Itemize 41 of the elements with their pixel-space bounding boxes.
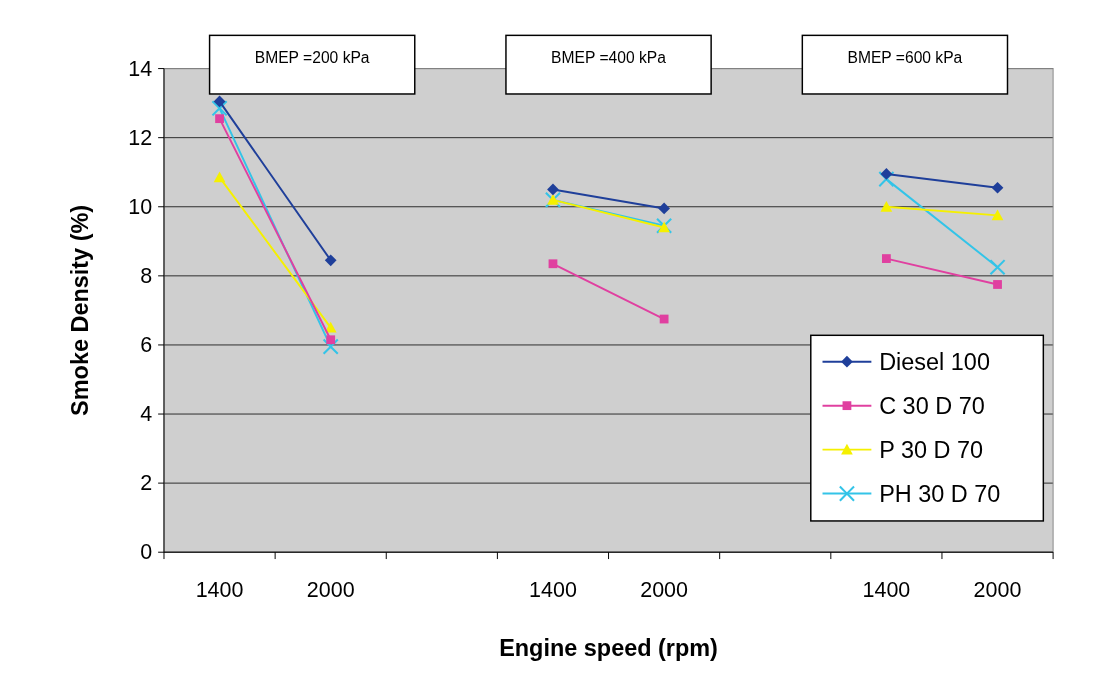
y-tick-label: 8 xyxy=(140,263,153,288)
point xyxy=(993,280,1002,289)
x-tick-label: 1400 xyxy=(529,578,577,603)
point xyxy=(880,168,893,180)
legend-label: C 30 D 70 xyxy=(879,392,985,419)
legend-label: PH 30 D 70 xyxy=(879,480,1001,507)
x-tick-label: 1400 xyxy=(862,578,911,603)
point xyxy=(658,202,670,215)
y-tick-label: 4 xyxy=(140,402,153,427)
y-tick-label: 12 xyxy=(128,125,153,150)
point xyxy=(989,259,1006,276)
point xyxy=(213,171,226,183)
point xyxy=(991,181,1004,194)
y-tick-label: 6 xyxy=(140,332,153,357)
point xyxy=(547,183,559,196)
point xyxy=(215,114,224,124)
legend-label: Diesel 100 xyxy=(879,348,990,375)
point xyxy=(658,221,670,233)
y-tick-label: 10 xyxy=(128,194,153,219)
point xyxy=(324,254,337,267)
text: BMEP =200 kPa xyxy=(254,48,370,66)
y-tick-label: 2 xyxy=(140,471,153,496)
x-tick-label: 2000 xyxy=(306,578,355,603)
x-tick-label: 2000 xyxy=(973,578,1022,603)
y-tick-label: 14 xyxy=(128,56,153,81)
x-tick-label: 1400 xyxy=(195,578,244,603)
y-tick-label: 0 xyxy=(140,540,153,565)
y-axis-title: Smoke Density (%) xyxy=(66,204,93,416)
point xyxy=(880,200,893,212)
point xyxy=(213,95,226,108)
point xyxy=(326,335,336,345)
point xyxy=(659,314,669,324)
x-axis-title: Engine speed (rpm) xyxy=(499,634,718,661)
text: BMEP =600 kPa xyxy=(847,48,963,66)
legend-label: P 30 D 70 xyxy=(879,436,983,463)
point xyxy=(881,254,891,263)
x-tick-label: 2000 xyxy=(640,578,689,603)
point xyxy=(324,321,337,333)
point xyxy=(548,259,558,269)
text: BMEP =400 kPa xyxy=(551,48,667,66)
point xyxy=(991,209,1004,221)
